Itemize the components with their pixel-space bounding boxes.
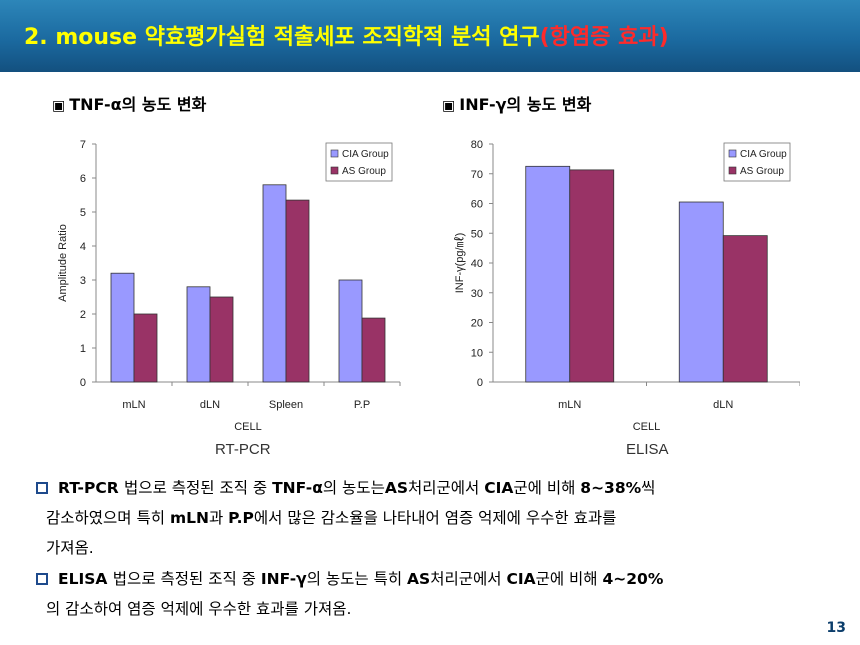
y-tick-label: 50 xyxy=(471,228,483,240)
y-tick-label: 80 xyxy=(471,139,483,151)
chart-legend: CIA Group AS Group xyxy=(325,142,393,182)
y-tick-label: 0 xyxy=(80,377,86,389)
legend-swatch-as xyxy=(728,166,737,175)
y-tick-label: 0 xyxy=(477,377,483,389)
x-axis-label: CELL xyxy=(234,421,262,433)
y-tick-label: 60 xyxy=(471,199,483,211)
section-title-text: INF-γ의 농도 변화 xyxy=(459,95,592,114)
legend-swatch-as xyxy=(330,166,339,175)
y-tick-label: 30 xyxy=(471,288,483,300)
page-number: 13 xyxy=(826,620,846,636)
tnf-chart: 0 1 2 3 4 5 6 7 mLN dLN Spleen P.P CELL Amplitude Rat… xyxy=(57,139,401,433)
y-tick-label: 1 xyxy=(80,343,86,355)
y-tick-label: 20 xyxy=(471,318,483,330)
checkbox-bullet-icon xyxy=(36,482,48,494)
note-rtpcr: RT-PCR 법으로 측정된 조직 중 TNF-α의 농도는AS처리군에서 CI… xyxy=(36,473,816,563)
chart-caption-elisa: ELISA xyxy=(626,441,669,458)
chart-legend: CIA Group AS Group xyxy=(723,142,791,182)
bar-as-dln xyxy=(209,296,234,383)
slide-title-sub: (항염증 효과) xyxy=(539,25,669,50)
x-tick-label: mLN xyxy=(122,399,145,411)
y-tick-label: 40 xyxy=(471,258,483,270)
bar-cia-dln xyxy=(186,286,211,383)
slide-title-main: 2. mouse 약효평가실험 적출세포 조직학적 분석 연구 xyxy=(24,25,540,50)
legend-box xyxy=(325,142,393,182)
legend-swatch-cia xyxy=(728,149,737,158)
bar-as-pp xyxy=(361,317,386,383)
bar-cia-mln xyxy=(525,165,571,383)
legend-box xyxy=(723,142,791,182)
x-tick-label: Spleen xyxy=(269,399,303,411)
x-tick-label: mLN xyxy=(558,399,581,411)
y-axis-label: Amplitude Ratio xyxy=(57,224,69,302)
bar-cia-spleen xyxy=(262,184,287,383)
x-tick-label: dLN xyxy=(200,399,220,411)
bar-cia-pp xyxy=(338,279,363,383)
chart-caption-rtpcr: RT-PCR xyxy=(215,441,271,458)
bar-as-mln xyxy=(569,169,615,383)
legend-label: AS Group xyxy=(342,166,386,177)
y-tick-label: 70 xyxy=(471,169,483,181)
bar-as-spleen xyxy=(285,199,310,383)
bar-cia-dln xyxy=(678,201,724,383)
y-tick-label: 2 xyxy=(80,309,86,321)
x-tick-label: P.P xyxy=(354,399,370,411)
section-title-tnf: ▣ TNF-α의 농도 변화 xyxy=(52,91,206,115)
y-tick-label: 10 xyxy=(471,347,483,359)
bar-as-mln xyxy=(133,313,158,383)
checkbox-bullet-icon xyxy=(36,573,48,585)
legend-label: AS Group xyxy=(740,166,784,177)
y-axis-label: INF-γ(pg/㎖) xyxy=(453,233,466,294)
section-marker-icon: ▣ xyxy=(442,98,456,114)
bar-as-dln xyxy=(722,235,768,383)
title-bar: 2. mouse 약효평가실험 적출세포 조직학적 분석 연구(항염증 효과) xyxy=(0,0,860,72)
x-tick-label: dLN xyxy=(713,399,733,411)
y-tick-label: 3 xyxy=(80,275,86,287)
inf-chart: 0 10 20 30 40 50 60 70 80 mLN dLN CELL INF-γ(pg/㎖) CI… xyxy=(453,139,800,433)
y-tick-label: 5 xyxy=(80,207,86,219)
section-marker-icon: ▣ xyxy=(52,98,66,114)
y-tick-label: 6 xyxy=(80,173,86,185)
y-tick-label: 4 xyxy=(80,241,86,253)
bar-cia-mln xyxy=(110,272,135,383)
y-tick-label: 7 xyxy=(80,139,86,151)
slide-title: 2. mouse 약효평가실험 적출세포 조직학적 분석 연구(항염증 효과) xyxy=(24,19,669,51)
legend-label: CIA Group xyxy=(342,149,389,160)
section-title-inf: ▣ INF-γ의 농도 변화 xyxy=(442,91,591,115)
note-elisa: ELISA 법으로 측정된 조직 중 INF-γ의 농도는 특히 AS처리군에서… xyxy=(36,564,816,624)
x-axis-label: CELL xyxy=(633,421,661,433)
legend-swatch-cia xyxy=(330,149,339,158)
legend-label: CIA Group xyxy=(740,149,787,160)
section-title-text: TNF-α의 농도 변화 xyxy=(69,95,207,114)
